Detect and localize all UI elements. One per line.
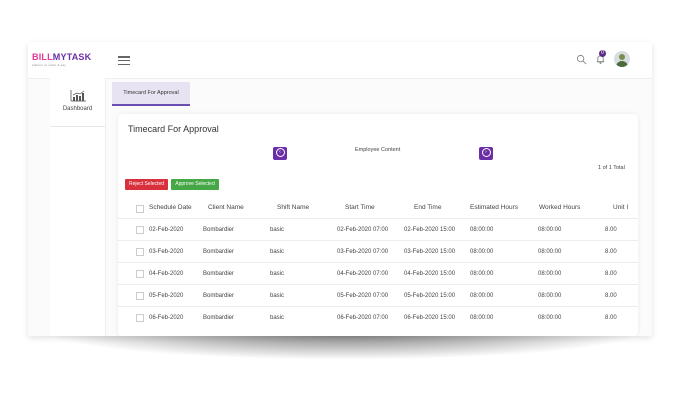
cell-shift-name: basic: [270, 315, 285, 321]
sidebar-item-dashboard[interactable]: Dashboard: [62, 106, 93, 112]
cell-schedule-date: 02-Feb-2020: [149, 227, 184, 233]
cell-client-name: Bombardier: [203, 293, 235, 299]
chart-icon[interactable]: [70, 90, 86, 102]
column-header[interactable]: Client Name: [208, 204, 244, 211]
chevron-left-icon: ‹: [275, 147, 285, 157]
cell-client-name: Bombardier: [203, 249, 235, 255]
column-header[interactable]: End Time: [414, 204, 442, 211]
sidebar-divider: [50, 126, 105, 127]
app-window: BILLMYTASK planner to order & pay 0 D: [28, 42, 652, 336]
page-title: Timecard For Approval: [128, 124, 219, 134]
cell-estimated-hours: 08:00:00: [470, 315, 494, 321]
cell-end-time: 06-Feb-2020 15:00: [404, 315, 456, 321]
approve-selected-button[interactable]: Approve Selected: [171, 179, 219, 190]
row-checkbox[interactable]: [136, 314, 144, 322]
cell-estimated-hours: 08:00:00: [470, 227, 494, 233]
cell-unit: 8.00: [605, 249, 617, 255]
reject-selected-button[interactable]: Reject Selected: [125, 179, 168, 190]
logo-text-mytask: MYTASK: [52, 52, 92, 62]
cell-shift-name: basic: [270, 293, 285, 299]
cell-start-time: 04-Feb-2020 07:00: [337, 271, 389, 277]
cell-unit: 8.00: [605, 271, 617, 277]
next-employee-button[interactable]: ›: [479, 147, 493, 160]
cell-estimated-hours: 08:00:00: [470, 293, 494, 299]
sidebar: Dashboard: [50, 78, 106, 336]
select-all-checkbox[interactable]: [136, 205, 144, 213]
previous-employee-button[interactable]: ‹: [273, 147, 287, 160]
cell-worked-hours: 08:00:00: [538, 249, 562, 255]
table-row[interactable]: 02-Feb-2020 Bombardier basic 02-Feb-2020…: [118, 218, 638, 241]
chevron-right-icon: ›: [481, 147, 491, 157]
cell-worked-hours: 08:00:00: [538, 293, 562, 299]
column-header[interactable]: Schedule Date: [149, 204, 192, 211]
cell-shift-name: basic: [270, 249, 285, 255]
cell-estimated-hours: 08:00:00: [470, 249, 494, 255]
menu-toggle-icon[interactable]: [118, 56, 130, 66]
logo-tagline: planner to order & pay: [32, 63, 67, 67]
cell-unit: 8.00: [605, 293, 617, 299]
cell-client-name: Bombardier: [203, 315, 235, 321]
cell-start-time: 06-Feb-2020 07:00: [337, 315, 389, 321]
column-header[interactable]: Estimated Hours: [470, 204, 519, 211]
cell-worked-hours: 08:00:00: [538, 315, 562, 321]
cell-unit: 8.00: [605, 315, 617, 321]
table-header: Schedule Date Client Name Shift Name Sta…: [118, 198, 638, 218]
logo[interactable]: BILLMYTASK planner to order & pay: [32, 52, 92, 67]
row-checkbox[interactable]: [136, 248, 144, 256]
row-checkbox[interactable]: [136, 292, 144, 300]
cell-worked-hours: 08:00:00: [538, 271, 562, 277]
cell-shift-name: basic: [270, 227, 285, 233]
cell-client-name: Bombardier: [203, 227, 235, 233]
cell-end-time: 03-Feb-2020 15:00: [404, 249, 456, 255]
employee-label: Employee Content: [355, 147, 401, 153]
table-row[interactable]: 03-Feb-2020 Bombardier basic 03-Feb-2020…: [118, 240, 638, 263]
cell-unit: 8.00: [605, 227, 617, 233]
column-header[interactable]: Start Time: [345, 204, 375, 211]
cell-end-time: 05-Feb-2020 15:00: [404, 293, 456, 299]
cell-schedule-date: 04-Feb-2020: [149, 271, 184, 277]
cell-start-time: 02-Feb-2020 07:00: [337, 227, 389, 233]
cell-end-time: 04-Feb-2020 15:00: [404, 271, 456, 277]
cell-start-time: 03-Feb-2020 07:00: [337, 249, 389, 255]
top-bar: BILLMYTASK planner to order & pay 0: [28, 42, 652, 79]
cell-end-time: 02-Feb-2020 15:00: [404, 227, 456, 233]
column-header[interactable]: Worked Hours: [539, 204, 581, 211]
cell-shift-name: basic: [270, 271, 285, 277]
search-icon[interactable]: [576, 54, 587, 65]
timecard-card: Timecard For Approval ‹ Employee Content…: [118, 114, 638, 336]
notification-badge: 0: [599, 50, 606, 57]
cell-estimated-hours: 08:00:00: [470, 271, 494, 277]
row-checkbox[interactable]: [136, 270, 144, 278]
table-row[interactable]: 04-Feb-2020 Bombardier basic 04-Feb-2020…: [118, 262, 638, 285]
total-count: 1 of 1 Total: [598, 165, 625, 171]
cell-client-name: Bombardier: [203, 271, 235, 277]
logo-text-bill: BILL: [32, 52, 53, 62]
cell-schedule-date: 03-Feb-2020: [149, 249, 184, 255]
row-checkbox[interactable]: [136, 226, 144, 234]
column-header[interactable]: Unit I: [613, 204, 629, 211]
table-row[interactable]: 05-Feb-2020 Bombardier basic 05-Feb-2020…: [118, 284, 638, 307]
cell-start-time: 05-Feb-2020 07:00: [337, 293, 389, 299]
table-row[interactable]: 06-Feb-2020 Bombardier basic 06-Feb-2020…: [118, 306, 638, 329]
avatar[interactable]: [614, 51, 630, 67]
cell-schedule-date: 06-Feb-2020: [149, 315, 184, 321]
tab-timecard-for-approval[interactable]: Timecard For Approval: [112, 82, 190, 106]
cell-worked-hours: 08:00:00: [538, 227, 562, 233]
column-header[interactable]: Shift Name: [277, 204, 310, 211]
cell-schedule-date: 05-Feb-2020: [149, 293, 184, 299]
